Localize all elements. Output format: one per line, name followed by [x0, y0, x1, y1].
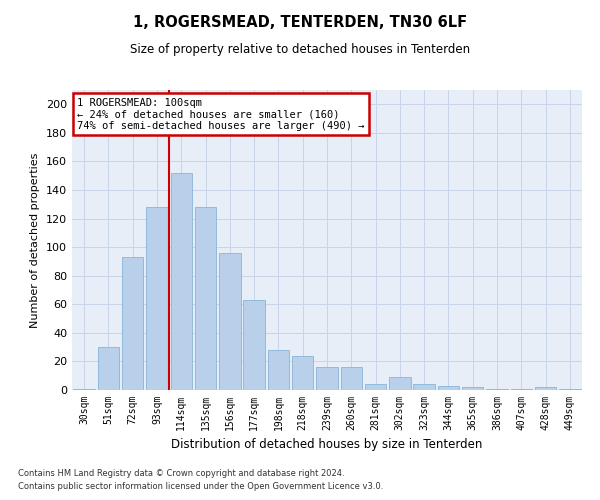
Bar	[195, 207, 216, 390]
Bar	[146, 207, 167, 390]
X-axis label: Distribution of detached houses by size in Tenterden: Distribution of detached houses by size …	[172, 438, 482, 452]
Bar	[511, 388, 532, 390]
Bar	[170, 173, 192, 390]
Bar	[535, 387, 556, 390]
Bar	[462, 387, 484, 390]
Bar	[292, 356, 313, 390]
Text: Contains HM Land Registry data © Crown copyright and database right 2024.: Contains HM Land Registry data © Crown c…	[18, 468, 344, 477]
Bar	[341, 367, 362, 390]
Bar	[365, 384, 386, 390]
Text: 1, ROGERSMEAD, TENTERDEN, TN30 6LF: 1, ROGERSMEAD, TENTERDEN, TN30 6LF	[133, 15, 467, 30]
Bar	[389, 377, 410, 390]
Text: Contains public sector information licensed under the Open Government Licence v3: Contains public sector information licen…	[18, 482, 383, 491]
Bar	[487, 388, 508, 390]
Bar	[73, 388, 95, 390]
Bar	[244, 300, 265, 390]
Y-axis label: Number of detached properties: Number of detached properties	[31, 152, 40, 328]
Bar	[413, 384, 435, 390]
Bar	[219, 253, 241, 390]
Bar	[316, 367, 338, 390]
Text: Size of property relative to detached houses in Tenterden: Size of property relative to detached ho…	[130, 42, 470, 56]
Bar	[438, 386, 459, 390]
Bar	[98, 347, 119, 390]
Bar	[122, 257, 143, 390]
Bar	[268, 350, 289, 390]
Text: 1 ROGERSMEAD: 100sqm
← 24% of detached houses are smaller (160)
74% of semi-deta: 1 ROGERSMEAD: 100sqm ← 24% of detached h…	[77, 98, 365, 130]
Bar	[559, 388, 581, 390]
